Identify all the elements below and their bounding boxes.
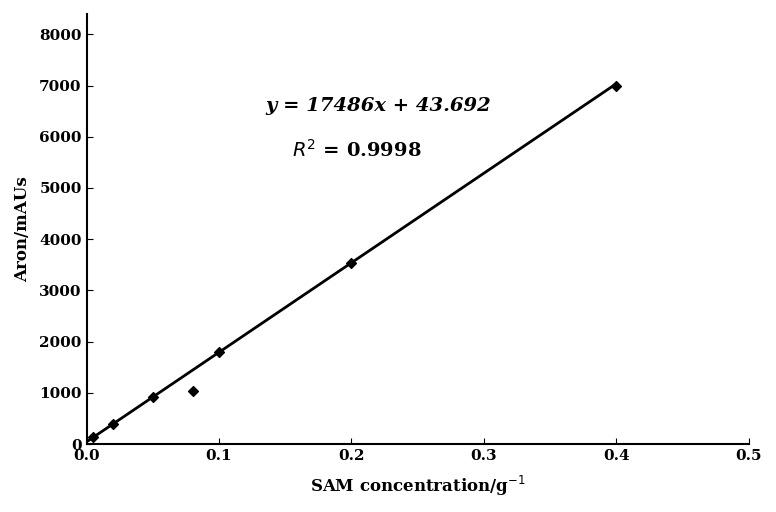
Point (186, 387, 199, 395)
Point (610, 82, 622, 90)
Point (213, 348, 225, 356)
Text: $R^2$ = 0.9998: $R^2$ = 0.9998 (292, 139, 421, 161)
Y-axis label: Aron/mAUs: Aron/mAUs (14, 176, 31, 282)
Text: y = 17486x + 43.692: y = 17486x + 43.692 (265, 97, 491, 115)
Point (107, 420, 120, 428)
Point (345, 259, 358, 267)
X-axis label: SAM concentration/g$^{-1}$: SAM concentration/g$^{-1}$ (310, 474, 525, 498)
Point (147, 393, 159, 401)
Point (87, 433, 99, 441)
